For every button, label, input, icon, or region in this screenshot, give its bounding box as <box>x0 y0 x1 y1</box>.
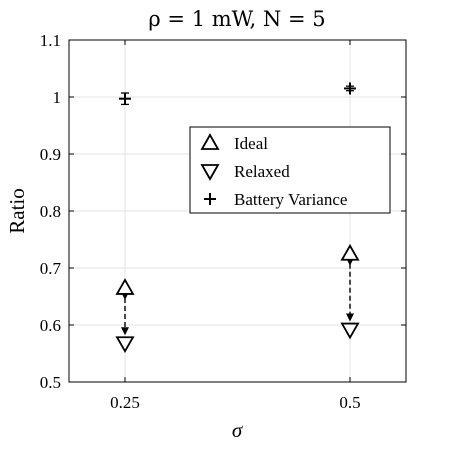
relaxed-point <box>340 322 360 340</box>
axis-ticks: 0.5 0.6 0.7 0.8 0.9 1 1.1 0.25 0.5 <box>40 31 406 412</box>
legend: Ideal Relaxed Battery Variance <box>189 126 391 214</box>
legend-label: Relaxed <box>234 162 290 181</box>
x-tick-label: 0.25 <box>110 393 140 412</box>
legend-marker <box>200 164 220 181</box>
x-tick-label: 0.5 <box>339 393 360 412</box>
legend-box <box>189 126 391 214</box>
ideal-point <box>115 278 135 295</box>
y-tick-label: 0.8 <box>40 202 61 221</box>
y-tick-label: 1.1 <box>40 31 61 50</box>
relaxed-point <box>115 336 135 354</box>
y-tick-label: 0.6 <box>40 316 61 335</box>
difference-arrows <box>121 257 354 336</box>
data-marks <box>115 82 360 354</box>
y-tick-label: 0.5 <box>40 373 61 392</box>
legend-label: Ideal <box>234 134 268 153</box>
y-tick-label: 0.7 <box>40 259 62 278</box>
legend-marker <box>204 193 216 205</box>
ideal-point <box>340 243 360 261</box>
y-tick-label: 0.9 <box>40 145 61 164</box>
chart-title: ρ = 1 mW, N = 5 <box>148 7 325 31</box>
battery-variance-point <box>119 92 131 105</box>
battery-variance-point <box>344 82 356 95</box>
legend-marker <box>200 133 220 150</box>
y-axis-label: Ratio <box>5 188 29 234</box>
legend-label: Battery Variance <box>234 190 347 209</box>
x-axis-label: σ <box>232 418 244 442</box>
y-tick-label: 1 <box>53 88 62 107</box>
